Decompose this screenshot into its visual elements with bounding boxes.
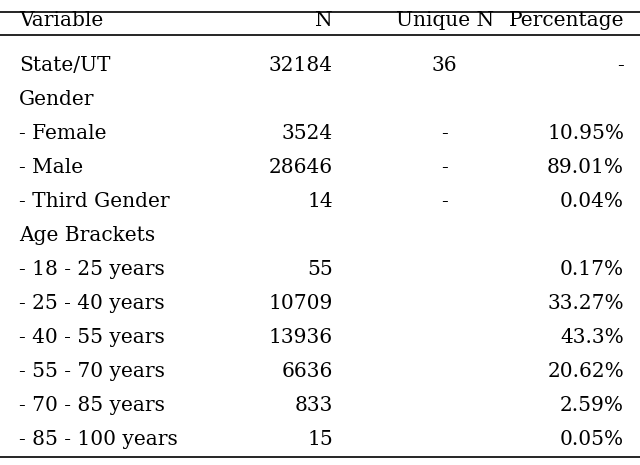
Text: -: - [617, 56, 624, 75]
Text: 55: 55 [307, 260, 333, 279]
Text: 0.05%: 0.05% [560, 430, 624, 449]
Text: -: - [442, 158, 448, 177]
Text: - 25 - 40 years: - 25 - 40 years [19, 294, 165, 313]
Text: 32184: 32184 [269, 56, 333, 75]
Text: Gender: Gender [19, 90, 95, 109]
Text: 20.62%: 20.62% [547, 362, 624, 381]
Text: - 18 - 25 years: - 18 - 25 years [19, 260, 165, 279]
Text: - Female: - Female [19, 124, 107, 143]
Text: 33.27%: 33.27% [547, 294, 624, 313]
Text: 6636: 6636 [282, 362, 333, 381]
Text: 10.95%: 10.95% [547, 124, 624, 143]
Text: -: - [442, 124, 448, 143]
Text: Percentage: Percentage [509, 12, 624, 30]
Text: - 55 - 70 years: - 55 - 70 years [19, 362, 165, 381]
Text: 43.3%: 43.3% [560, 328, 624, 347]
Text: State/UT: State/UT [19, 56, 111, 75]
Text: -: - [442, 192, 448, 211]
Text: 0.17%: 0.17% [560, 260, 624, 279]
Text: 2.59%: 2.59% [560, 396, 624, 415]
Text: 10709: 10709 [268, 294, 333, 313]
Text: 0.04%: 0.04% [560, 192, 624, 211]
Text: 3524: 3524 [282, 124, 333, 143]
Text: - Third Gender: - Third Gender [19, 192, 170, 211]
Text: 28646: 28646 [269, 158, 333, 177]
Text: - 40 - 55 years: - 40 - 55 years [19, 328, 165, 347]
Text: Variable: Variable [19, 12, 104, 30]
Text: - 85 - 100 years: - 85 - 100 years [19, 430, 178, 449]
Text: 89.01%: 89.01% [547, 158, 624, 177]
Text: 36: 36 [432, 56, 458, 75]
Text: - Male: - Male [19, 158, 83, 177]
Text: 14: 14 [307, 192, 333, 211]
Text: N: N [315, 12, 333, 30]
Text: 833: 833 [294, 396, 333, 415]
Text: Unique N: Unique N [396, 12, 494, 30]
Text: 13936: 13936 [269, 328, 333, 347]
Text: 15: 15 [307, 430, 333, 449]
Text: - 70 - 85 years: - 70 - 85 years [19, 396, 165, 415]
Text: Age Brackets: Age Brackets [19, 226, 156, 245]
